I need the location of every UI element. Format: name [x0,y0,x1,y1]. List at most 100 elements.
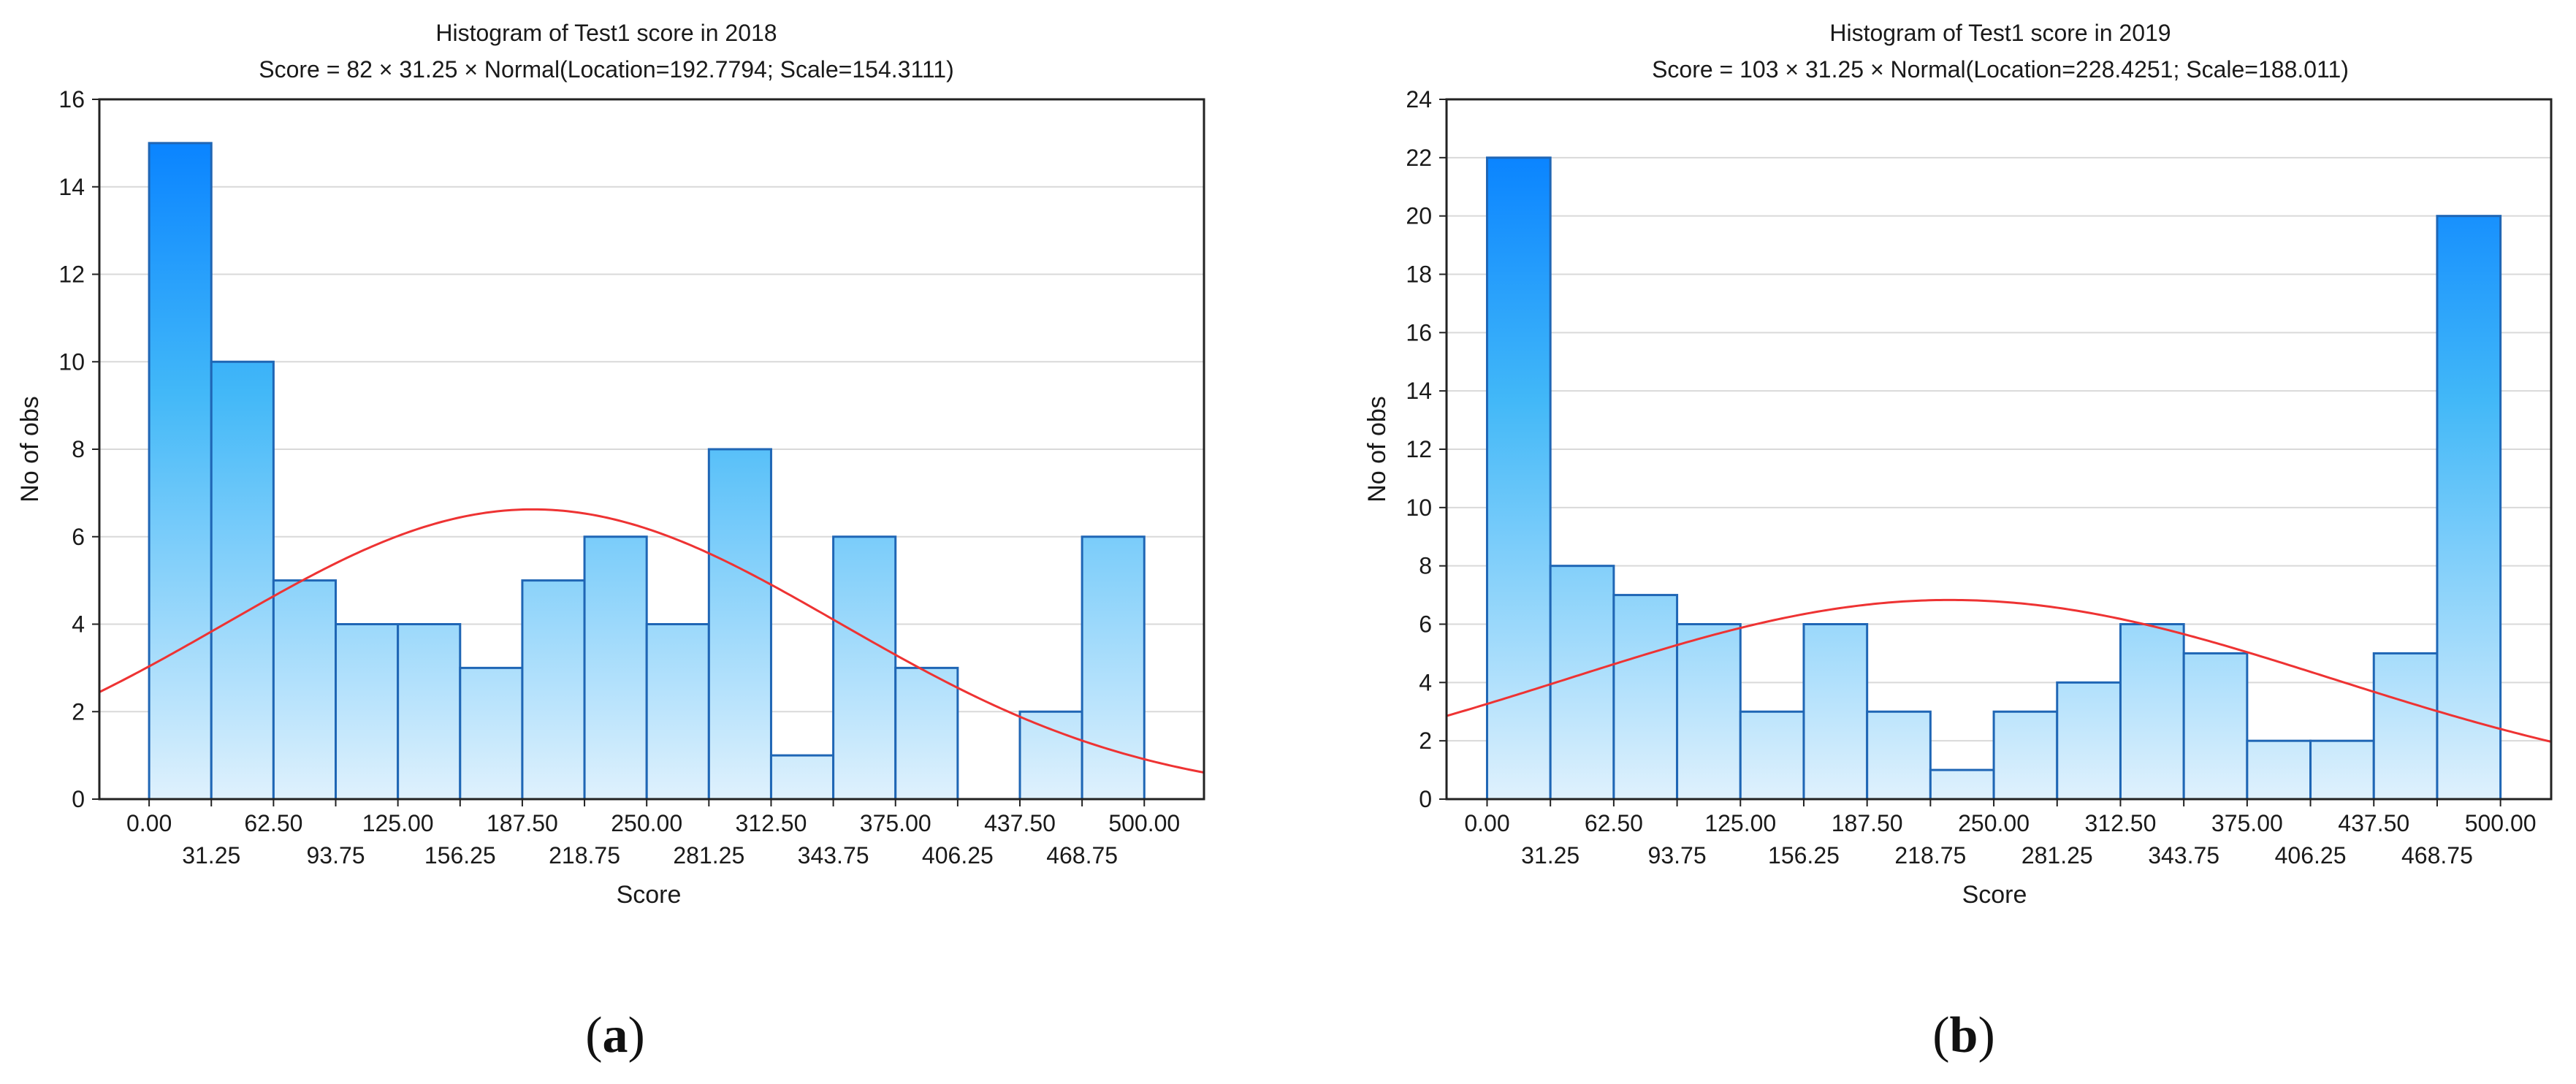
histogram-bar [1929,768,1995,801]
histogram-bar [1676,623,1742,801]
y-tick-label: 24 [1406,86,1432,112]
x-tick-label: 343.75 [2148,842,2219,869]
histogram-bar [1992,710,2059,801]
y-tick-label: 16 [1406,319,1432,346]
x-tick-label: 500.00 [1108,810,1180,836]
x-tick-label: 281.25 [673,842,744,869]
x-axis-label: Score [617,881,682,909]
y-tick-label: 0 [1419,786,1432,812]
histogram-bar [1802,623,1869,801]
y-axis-label: No of obs [16,396,44,503]
histogram-bar [707,448,772,801]
x-axis-label: Score [1962,881,2027,909]
histogram-bar [894,666,959,801]
x-tick-label: 156.25 [1768,842,1840,869]
x-tick-label: 218.75 [1894,842,1966,869]
chart-subtitle: Score = 82 × 31.25 × Normal(Location=192… [259,56,953,83]
x-tick-label: 468.75 [1046,842,1118,869]
histogram-bar [1612,594,1679,801]
y-tick-label: 4 [1419,669,1432,695]
x-tick-label: 93.75 [306,842,365,869]
chart-panel-a: Histogram of Test1 score in 2018 Score =… [16,20,1205,1064]
x-tick-label: 0.00 [126,810,172,836]
panel-label: (b) [1932,1007,1995,1064]
x-tick-label: 218.75 [549,842,620,869]
x-tick-label: 406.25 [922,842,994,869]
y-tick-label: 12 [58,262,85,288]
x-tick-label: 0.00 [1464,810,1509,836]
histogram-bar [1866,710,1932,801]
histogram-bar [645,623,710,801]
histogram-bar [832,535,897,801]
histogram-bar [769,754,835,801]
x-tick-label: 281.25 [2021,842,2093,869]
histogram-bar [148,142,213,801]
histogram-bar [1549,565,1615,801]
x-tick-label: 312.50 [2085,810,2157,836]
x-tick-label: 375.00 [2211,810,2283,836]
x-tick-label: 250.00 [1958,810,2030,836]
y-tick-label: 6 [72,524,85,550]
y-tick-label: 14 [1406,378,1432,404]
chart-subtitle: Score = 103 × 31.25 × Normal(Location=22… [1652,56,2349,83]
x-tick-label: 437.50 [2338,810,2409,836]
x-tick-label: 62.50 [1585,810,1643,836]
x-tick-label: 250.00 [611,810,682,836]
y-tick-label: 12 [1406,436,1432,462]
x-tick-label: 31.25 [1521,842,1579,869]
histogram-bar [210,360,275,801]
histogram-bar [2372,652,2439,801]
histogram-bar [1485,156,1552,801]
y-tick-label: 14 [58,174,85,200]
y-tick-label: 20 [1406,203,1432,229]
histogram-bar [2056,681,2122,801]
histogram-bar [397,623,462,801]
x-tick-label: 125.00 [1704,810,1776,836]
histogram-bars [148,142,1146,801]
y-axis-label: No of obs [1363,396,1391,503]
x-tick-label: 375.00 [860,810,931,836]
x-tick-label: 187.50 [1832,810,1903,836]
y-tick-labels: 0 2 4 6 8 10 12 14 16 [58,86,99,812]
y-tick-label: 8 [72,436,85,462]
histogram-bar [1081,535,1146,801]
normal-fit-curve [99,508,1205,774]
x-tick-label: 406.25 [2275,842,2347,869]
y-tick-label: 10 [1406,495,1432,521]
y-tick-label: 2 [72,698,85,725]
histogram-bar [521,579,586,801]
histogram-bar [335,623,400,801]
x-tick-label: 312.50 [736,810,807,836]
histogram-bars [1485,156,2502,801]
y-tick-label: 16 [58,86,85,112]
histogram-bar [2182,652,2249,801]
y-tick-label: 2 [1419,728,1432,754]
x-tick-label: 125.00 [362,810,434,836]
x-tick-label: 156.25 [424,842,496,869]
chart-title: Histogram of Test1 score in 2018 [435,20,777,46]
x-tick-label: 343.75 [798,842,869,869]
x-tick-labels: 0.00 62.50 125.00 187.50 250.00 312.50 375.00 4… [1464,799,2537,869]
histogram-bar [2246,739,2312,801]
y-tick-label: 10 [58,348,85,375]
histogram-bar [459,666,524,801]
histogram-bar [2119,623,2185,801]
x-tick-labels: 0.00 62.50 125.00 187.50 250.00 312.50 375.00 4… [126,799,1180,869]
x-tick-label: 31.25 [182,842,240,869]
histogram-bar [583,535,648,801]
histogram-bar [1739,710,1805,801]
histogram-bar [2436,215,2502,801]
y-tick-label: 4 [72,611,85,638]
x-tick-label: 500.00 [2465,810,2537,836]
chart-panel-b: Histogram of Test1 score in 2019 Score =… [1363,20,2553,1064]
histogram-bar [272,579,338,801]
chart-title: Histogram of Test1 score in 2019 [1829,20,2171,46]
x-tick-label: 93.75 [1648,842,1707,869]
histogram-bar [1018,710,1083,801]
panel-label: (a) [585,1007,645,1064]
y-tick-label: 0 [72,786,85,812]
x-tick-label: 62.50 [244,810,302,836]
y-tick-label: 8 [1419,553,1432,579]
y-tick-label: 6 [1419,611,1432,638]
